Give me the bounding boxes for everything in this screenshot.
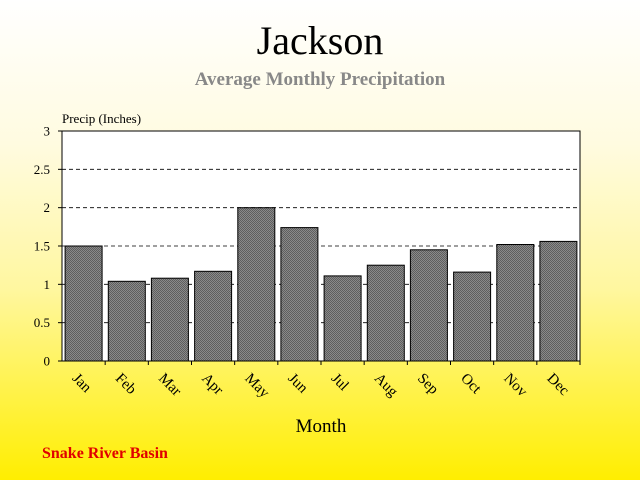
y-tick-label: 0	[44, 354, 51, 369]
bar-dec	[539, 240, 578, 362]
y-tick-label: 2.5	[34, 162, 50, 177]
x-tick-label: Jan	[69, 371, 95, 397]
bar-jan	[64, 245, 103, 362]
y-axis: 0 0.5 1 1.5 2 2.5 3	[34, 124, 62, 369]
x-axis-label: Month	[296, 416, 347, 437]
bars	[64, 207, 578, 362]
y-tick-label: 2	[44, 200, 51, 215]
bar-feb	[107, 280, 146, 362]
y-tick-label: 0.5	[34, 315, 50, 330]
x-tick-label: Apr	[198, 371, 226, 399]
y-tick-label: 1.5	[34, 239, 50, 254]
x-tick-label: Jul	[328, 371, 352, 395]
y-tick-label: 3	[44, 124, 51, 139]
bar-apr	[194, 270, 233, 362]
bar-jun	[280, 227, 319, 362]
y-tick-label: 1	[44, 277, 51, 292]
gridlines	[62, 168, 580, 324]
bar-jul	[323, 275, 362, 362]
x-tick-label: Mar	[155, 371, 184, 400]
y-axis-label: Precip (Inches)	[62, 111, 141, 126]
bar-sep	[409, 249, 448, 362]
x-axis: Jan Feb Mar Apr May Jun Jul Aug Sep Oct Nov Dec	[69, 361, 581, 402]
x-tick-label: Sep	[414, 371, 441, 398]
basin-footer: Snake River Basin	[42, 445, 168, 462]
x-tick-label: Dec	[544, 371, 573, 400]
x-tick-label: Oct	[457, 371, 484, 398]
x-tick-label: May	[241, 371, 272, 402]
x-tick-label: Feb	[112, 371, 139, 398]
bar-oct	[453, 271, 492, 362]
bar-aug	[366, 264, 405, 362]
x-tick-label: Nov	[500, 371, 530, 401]
x-tick-label: Aug	[371, 371, 401, 401]
x-tick-label: Jun	[285, 371, 311, 397]
chart-subtitle: Average Monthly Precipitation	[194, 69, 446, 90]
chart-title: Jackson	[256, 18, 384, 63]
bar-may	[237, 207, 276, 362]
bar-nov	[496, 244, 535, 362]
bar-mar	[150, 277, 189, 362]
